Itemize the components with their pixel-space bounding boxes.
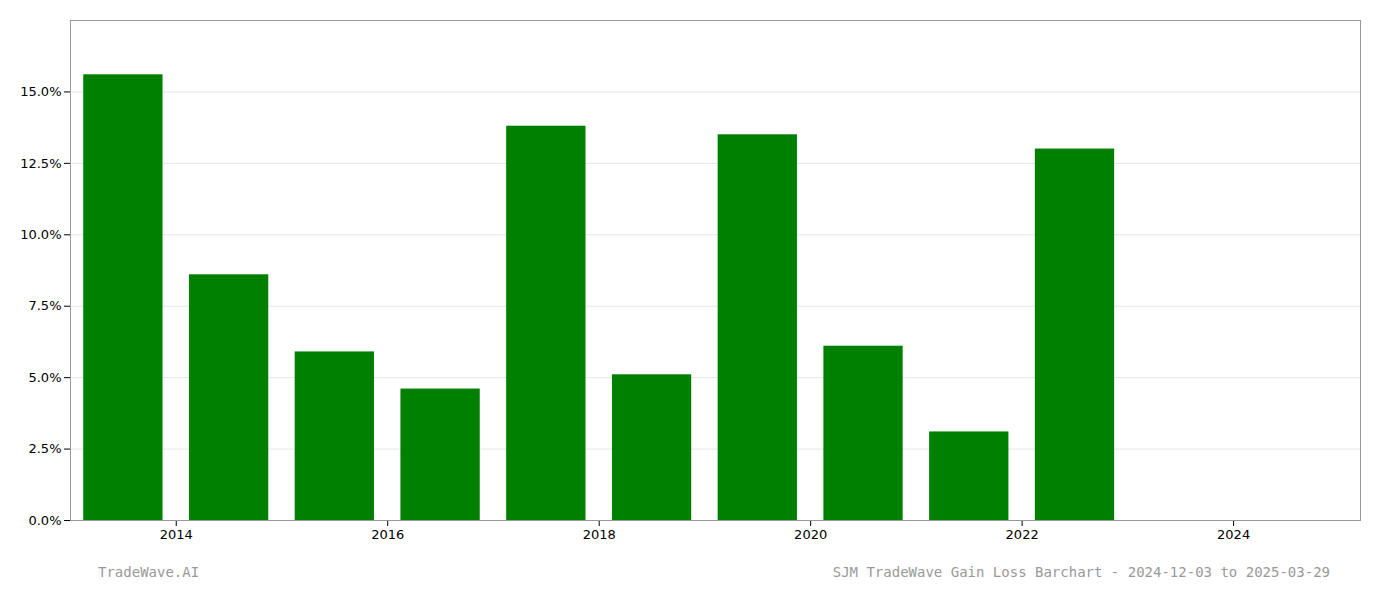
- svg-text:12.5%: 12.5%: [20, 156, 61, 171]
- svg-text:0.0%: 0.0%: [28, 513, 61, 528]
- svg-text:2020: 2020: [794, 527, 827, 542]
- svg-text:10.0%: 10.0%: [20, 227, 61, 242]
- svg-text:2018: 2018: [583, 527, 616, 542]
- svg-text:2014: 2014: [160, 527, 193, 542]
- html-text:TradeWave.AI: TradeWave.AI: [98, 564, 200, 580]
- svg-text:2024: 2024: [1217, 527, 1250, 542]
- html-text:SJM TradeWave Gain Loss Barcha: SJM TradeWave Gain Loss Barchart - 2024-…: [832, 564, 1330, 580]
- svg-text:2022: 2022: [1006, 527, 1039, 542]
- svg-text:2.5%: 2.5%: [28, 441, 61, 456]
- svg-text:7.5%: 7.5%: [28, 298, 61, 313]
- svg-text:2016: 2016: [371, 527, 404, 542]
- svg-text:15.0%: 15.0%: [20, 84, 61, 99]
- svg-text:5.0%: 5.0%: [28, 370, 61, 385]
